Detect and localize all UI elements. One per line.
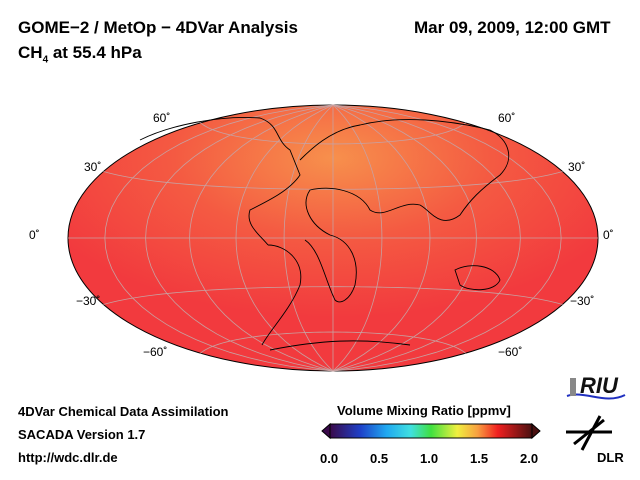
riu-logo-bar (570, 378, 576, 396)
parallel (103, 171, 563, 190)
footer-line2: SACADA Version 1.7 (18, 427, 146, 442)
colorbar-under-arrow (321, 422, 331, 440)
species-subscript: 4 (42, 54, 49, 66)
lat-label: 60˚ (498, 111, 516, 125)
colorbar-tick: 0.5 (370, 451, 389, 466)
parallel (103, 286, 563, 305)
footer-link[interactable]: http://wdc.dlr.de (18, 450, 118, 465)
lat-label: 0˚ (29, 228, 40, 242)
colorbar-title: Volume Mixing Ratio [ppmv] (337, 403, 511, 418)
lat-label: −60˚ (143, 345, 168, 359)
lat-label: 0˚ (603, 228, 614, 242)
pressure-level: at 55.4 hPa (48, 43, 142, 62)
lat-label: −30˚ (76, 294, 101, 308)
colorbar-over-arrow (531, 422, 541, 440)
lat-label: −60˚ (498, 345, 523, 359)
dlr-logo-text: DLR (597, 450, 624, 465)
map-title: GOME−2 / MetOp − 4DVar Analysis (18, 18, 298, 37)
coastlines (139, 117, 510, 351)
colorbar-tick: 2.0 (520, 451, 539, 466)
lat-label: 60˚ (153, 111, 171, 125)
lat-label: 30˚ (568, 160, 586, 174)
colorbar-tick: 1.0 (420, 451, 439, 466)
map-date: Mar 09, 2009, 12:00 GMT (414, 18, 611, 37)
lat-label: −30˚ (570, 294, 595, 308)
graticule (68, 104, 598, 372)
riu-logo-text: RIU (580, 373, 618, 398)
footer-line1: 4DVar Chemical Data Assimilation (18, 404, 229, 419)
colorbar-tick: 1.5 (470, 451, 489, 466)
dlr-logo-icon (566, 415, 612, 451)
map-subtitle: CH4 at 55.4 hPa (18, 43, 142, 65)
colorbar-tick: 0.0 (320, 451, 339, 466)
lat-label: 30˚ (84, 160, 102, 174)
parallel (200, 122, 466, 145)
parallel (200, 331, 466, 354)
colorbar (329, 423, 533, 439)
species: CH (18, 43, 43, 62)
